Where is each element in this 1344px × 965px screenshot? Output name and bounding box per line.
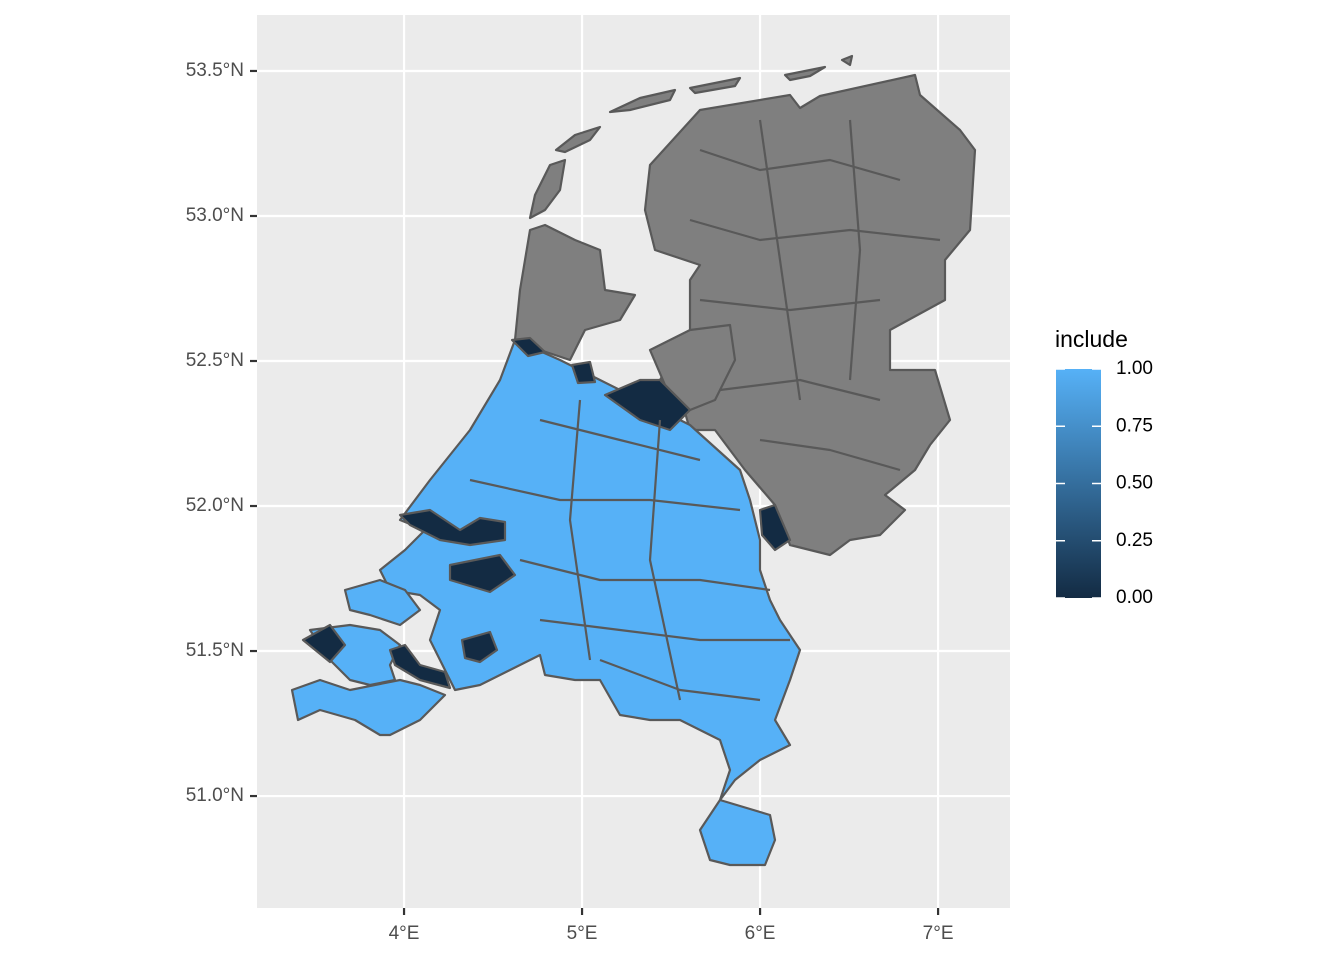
region-excluded	[301, 623, 347, 664]
legend-tick-label: 0.00	[1116, 587, 1153, 608]
region-zeeland	[343, 578, 422, 627]
legend-tick-label: 0.25	[1116, 530, 1153, 551]
x-tick-label: 7°E	[923, 923, 954, 944]
y-tick-label: 52.0°N	[186, 495, 244, 516]
region-excluded	[388, 643, 452, 690]
region-excluded	[510, 336, 547, 358]
region-excluded	[758, 503, 792, 552]
island	[608, 88, 677, 114]
island	[840, 54, 854, 67]
y-tick-label: 53.5°N	[186, 60, 244, 81]
region-excluded	[448, 553, 517, 594]
x-tick-label: 4°E	[389, 923, 420, 944]
legend-title: include	[1055, 326, 1128, 352]
legend-tick-label: 0.50	[1116, 473, 1153, 494]
y-tick-label: 51.0°N	[186, 785, 244, 806]
island	[528, 158, 567, 220]
legend-tick-label: 1.00	[1116, 358, 1153, 379]
axes: 4°E 5°E 6°E 7°E 51.0°N 51.5°N 52.0°N 52.5°N 53.0…	[186, 60, 954, 944]
island	[554, 125, 602, 154]
region-excluded	[398, 508, 507, 547]
map	[290, 54, 977, 867]
island	[688, 76, 742, 95]
y-tick-label: 53.0°N	[186, 205, 244, 226]
region-excluded	[460, 630, 499, 664]
region-zeeland	[290, 678, 447, 737]
x-tick-label: 5°E	[567, 923, 598, 944]
legend: 0.00 0.25 0.50 0.75 1.00	[1056, 358, 1153, 608]
region-excluded	[570, 360, 597, 385]
y-tick-label: 51.5°N	[186, 640, 244, 661]
y-tick-label: 52.5°N	[186, 350, 244, 371]
border	[469, 119, 941, 702]
legend-tick-label: 0.75	[1116, 415, 1153, 436]
island	[783, 65, 827, 82]
region-excluded	[603, 378, 692, 432]
x-tick-label: 6°E	[745, 923, 776, 944]
